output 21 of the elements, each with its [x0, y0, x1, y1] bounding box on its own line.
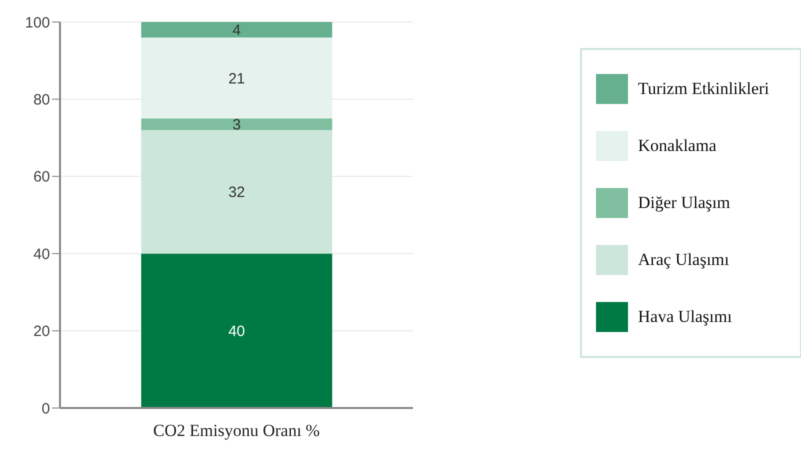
y-tick-label: 60: [33, 168, 50, 186]
data-label: 40: [228, 323, 246, 340]
data-label: 32: [228, 184, 246, 202]
legend-label: Araç Ulaşımı: [638, 250, 730, 270]
legend-label: Diğer Ulaşım: [638, 192, 730, 213]
legend-label: Hava Ulaşımı: [638, 307, 732, 328]
y-tick-label: 100: [24, 14, 50, 32]
y-tick-label: 80: [33, 92, 50, 109]
bar: [141, 118, 332, 130]
data-label: 4: [232, 22, 241, 40]
y-tick-label: 20: [33, 323, 50, 340]
bar: [141, 254, 332, 408]
bar: [141, 130, 332, 254]
bar: [141, 22, 332, 38]
data-label: 3: [232, 116, 241, 134]
y-tick-label: 0: [42, 400, 50, 418]
data-label: 21: [228, 70, 246, 88]
y-tick-label: 40: [33, 246, 50, 263]
legend-label: Konaklama: [638, 136, 716, 156]
legend-label: Turizm Etkinlikleri: [638, 78, 770, 99]
x-tick-label: CO2 Emisyonu Oranı %: [153, 421, 320, 440]
